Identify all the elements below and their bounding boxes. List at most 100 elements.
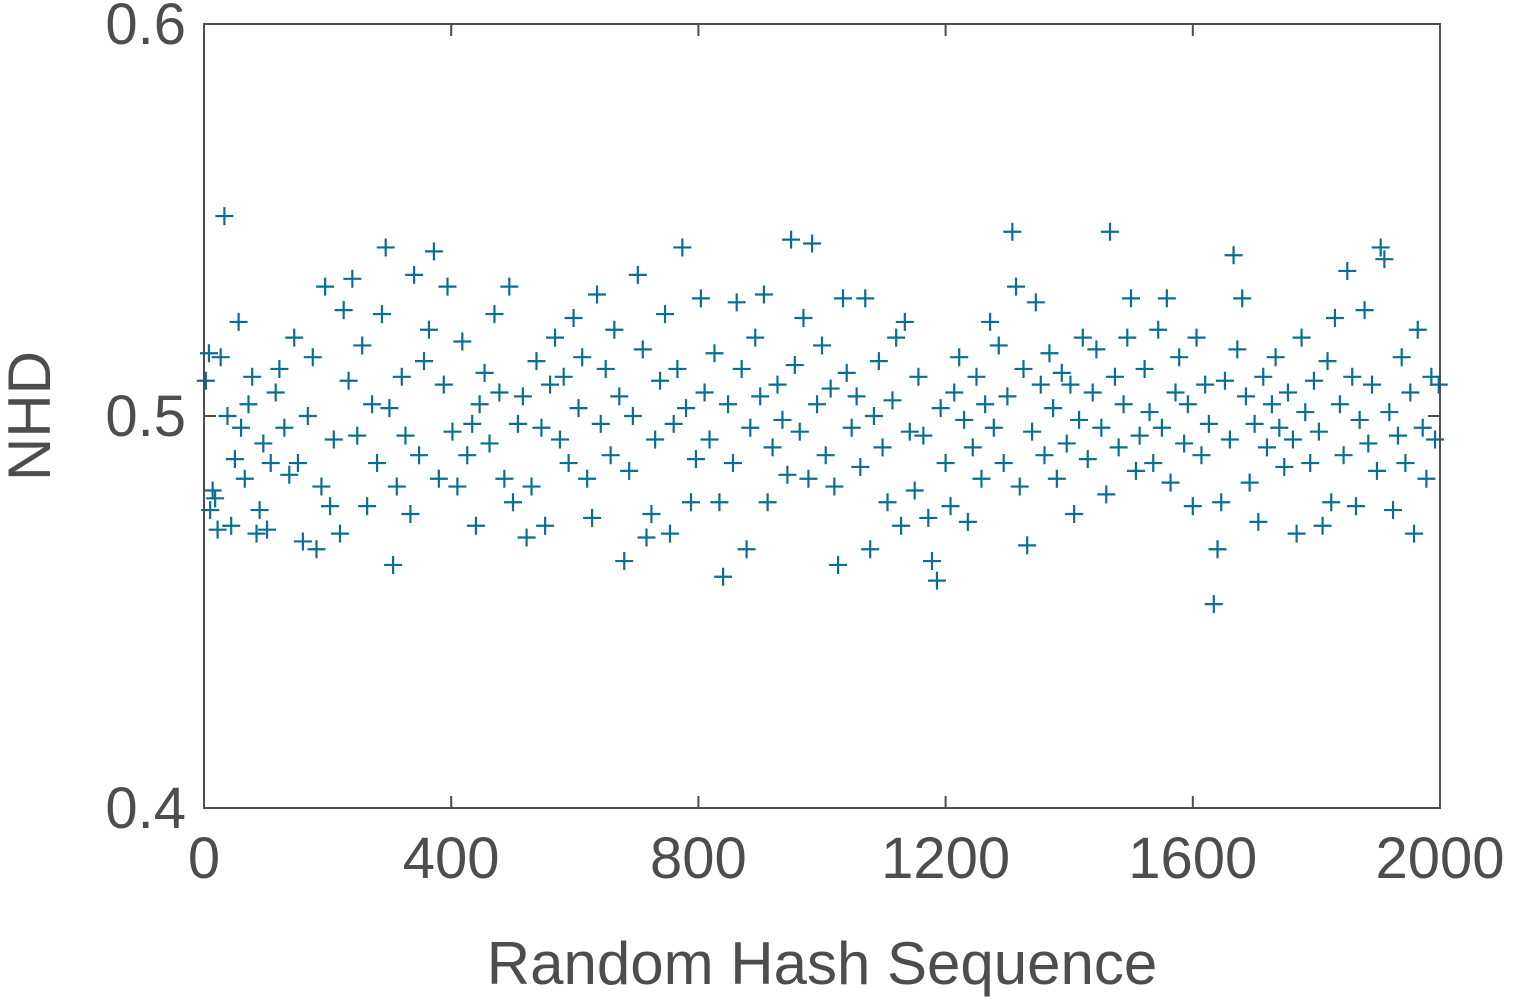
data-point — [466, 516, 485, 535]
data-point — [288, 454, 307, 473]
data-point — [1130, 426, 1149, 445]
data-point — [623, 407, 642, 425]
data-point — [363, 395, 382, 414]
data-point — [847, 387, 866, 406]
data-point — [1334, 446, 1353, 465]
data-point — [578, 469, 597, 488]
data-point — [931, 399, 950, 418]
data-point — [878, 493, 897, 512]
data-point — [668, 359, 687, 378]
data-point — [1097, 485, 1116, 504]
y-tick-label: 0.6 — [105, 0, 186, 57]
data-point — [1215, 371, 1234, 390]
data-point — [1183, 497, 1202, 516]
data-point — [1350, 410, 1369, 429]
data-point — [1122, 289, 1140, 308]
data-point — [905, 481, 924, 500]
data-point — [637, 528, 656, 547]
data-point — [316, 277, 335, 296]
data-point — [1408, 320, 1427, 339]
data-point — [763, 438, 782, 457]
data-point — [1359, 434, 1378, 453]
data-point — [1018, 536, 1037, 555]
data-point — [705, 344, 724, 363]
data-point — [724, 454, 743, 473]
data-point — [1346, 497, 1365, 516]
data-point — [438, 277, 457, 296]
data-point — [1031, 375, 1050, 394]
data-point — [1047, 469, 1066, 488]
data-point — [368, 454, 387, 473]
data-point — [1254, 367, 1273, 386]
data-point — [955, 410, 974, 429]
data-point — [700, 430, 719, 449]
data-point — [633, 340, 652, 359]
data-point — [458, 446, 477, 465]
data-point — [1249, 512, 1268, 531]
data-point — [1292, 328, 1311, 347]
data-point — [1262, 395, 1281, 414]
data-point — [754, 285, 773, 304]
data-point — [1170, 348, 1189, 367]
data-point — [773, 410, 792, 429]
data-point — [958, 512, 977, 531]
data-point — [981, 312, 1000, 331]
data-point — [691, 289, 710, 308]
data-point — [1035, 446, 1054, 465]
data-point — [196, 371, 215, 390]
data-point — [463, 414, 482, 433]
y-axis-label: NHD — [0, 351, 63, 481]
data-point — [1140, 403, 1159, 422]
data-point — [686, 450, 705, 469]
data-point — [1126, 461, 1145, 480]
data-point — [504, 493, 522, 512]
data-point — [429, 469, 448, 488]
data-point — [358, 497, 377, 516]
data-point — [1152, 418, 1171, 437]
data-point — [208, 520, 227, 539]
data-point — [232, 418, 251, 437]
data-point — [1166, 383, 1185, 402]
data-point — [1380, 403, 1399, 422]
y-axis-ticks: 0.4 0.5 0.6 — [105, 0, 1440, 841]
data-point — [1083, 383, 1102, 402]
data-point — [900, 422, 919, 441]
data-point — [564, 309, 583, 327]
data-point — [737, 540, 756, 559]
data-point — [203, 481, 222, 500]
data-point — [746, 328, 765, 347]
data-point — [1240, 473, 1259, 492]
data-point — [392, 367, 411, 386]
data-point — [821, 379, 840, 398]
data-point — [941, 497, 960, 516]
data-point — [1144, 454, 1163, 473]
data-point — [554, 367, 573, 386]
data-point — [307, 540, 326, 559]
data-point — [1003, 222, 1022, 241]
data-point — [470, 395, 489, 414]
data-point — [972, 469, 991, 488]
data-point — [500, 277, 519, 296]
data-point — [963, 438, 982, 457]
data-point — [909, 367, 928, 386]
data-point — [410, 446, 429, 465]
data-point — [864, 407, 883, 425]
data-point — [856, 289, 875, 308]
data-point — [1040, 344, 1059, 363]
data-point — [1070, 410, 1089, 429]
data-point — [324, 430, 343, 449]
data-point — [235, 469, 254, 488]
data-point — [681, 493, 700, 512]
data-point — [1245, 414, 1264, 433]
data-point — [642, 505, 661, 523]
data-point — [945, 383, 964, 402]
data-point — [222, 516, 241, 535]
data-point — [861, 540, 880, 559]
data-point — [656, 305, 675, 324]
data-point — [541, 375, 560, 394]
x-tick-label: 400 — [403, 826, 500, 891]
y-tick-label: 0.5 — [105, 384, 186, 449]
data-point — [1178, 395, 1197, 414]
data-point — [1270, 418, 1289, 437]
data-point — [199, 344, 218, 363]
